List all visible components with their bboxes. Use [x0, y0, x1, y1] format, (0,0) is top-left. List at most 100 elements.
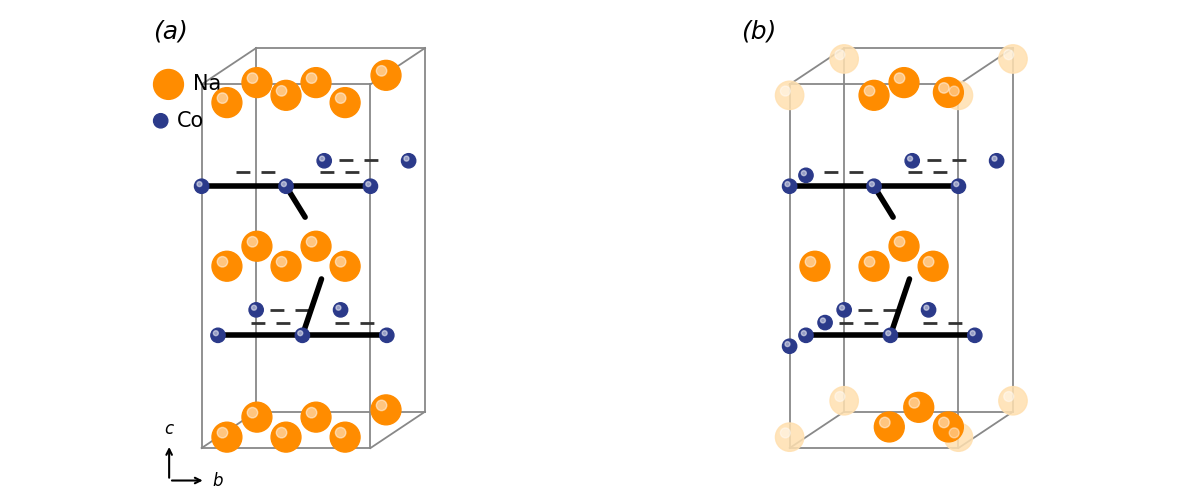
Circle shape [799, 168, 814, 182]
Circle shape [382, 330, 388, 336]
Circle shape [830, 45, 858, 73]
Circle shape [970, 330, 976, 336]
Circle shape [998, 386, 1027, 415]
Circle shape [830, 386, 858, 415]
Circle shape [366, 182, 371, 186]
Circle shape [276, 86, 287, 96]
Circle shape [838, 302, 851, 317]
Circle shape [907, 156, 912, 161]
Circle shape [785, 182, 790, 186]
Circle shape [247, 408, 258, 418]
Circle shape [276, 256, 287, 267]
Circle shape [1003, 392, 1014, 402]
Circle shape [802, 330, 806, 336]
Circle shape [775, 423, 804, 452]
Circle shape [301, 402, 331, 432]
Circle shape [934, 412, 964, 442]
Circle shape [821, 318, 826, 323]
Circle shape [924, 256, 934, 267]
Circle shape [154, 70, 184, 100]
Circle shape [866, 179, 881, 194]
Circle shape [840, 305, 845, 310]
Circle shape [402, 154, 415, 168]
Circle shape [967, 328, 982, 342]
Circle shape [875, 412, 905, 442]
Circle shape [377, 66, 386, 76]
Circle shape [775, 81, 804, 110]
Circle shape [954, 182, 959, 186]
Circle shape [271, 80, 301, 110]
Circle shape [864, 256, 875, 267]
Circle shape [782, 179, 797, 194]
Circle shape [859, 80, 889, 110]
Circle shape [918, 252, 948, 281]
Circle shape [904, 392, 934, 422]
Circle shape [802, 170, 806, 175]
Circle shape [934, 78, 964, 108]
Circle shape [276, 428, 287, 438]
Circle shape [242, 402, 272, 432]
Circle shape [371, 60, 401, 90]
Circle shape [298, 330, 302, 336]
Circle shape [194, 179, 209, 194]
Circle shape [835, 50, 845, 59]
Circle shape [317, 154, 331, 168]
Circle shape [217, 93, 228, 104]
Circle shape [217, 428, 228, 438]
Circle shape [938, 418, 949, 428]
Circle shape [197, 182, 202, 186]
Circle shape [780, 86, 791, 96]
Text: (b): (b) [742, 20, 776, 44]
Circle shape [944, 81, 973, 110]
Circle shape [949, 86, 959, 96]
Circle shape [364, 179, 378, 194]
Circle shape [800, 252, 830, 281]
Text: (a): (a) [154, 20, 188, 44]
Circle shape [214, 330, 218, 336]
Text: b: b [212, 472, 222, 490]
Circle shape [212, 88, 242, 118]
Circle shape [952, 179, 966, 194]
Circle shape [944, 423, 973, 452]
Circle shape [780, 428, 791, 438]
Circle shape [306, 236, 317, 247]
Circle shape [785, 342, 790, 346]
Circle shape [242, 68, 272, 98]
Circle shape [835, 392, 845, 402]
Circle shape [905, 154, 919, 168]
Text: Co: Co [176, 111, 204, 131]
Circle shape [883, 328, 898, 342]
Circle shape [154, 114, 168, 128]
Circle shape [805, 256, 816, 267]
Circle shape [247, 236, 258, 247]
Circle shape [859, 252, 889, 281]
Circle shape [211, 328, 226, 342]
Circle shape [799, 328, 814, 342]
Circle shape [990, 154, 1003, 168]
Circle shape [330, 252, 360, 281]
Circle shape [949, 428, 959, 438]
Circle shape [379, 328, 394, 342]
Circle shape [212, 422, 242, 452]
Circle shape [295, 328, 310, 342]
Circle shape [336, 256, 346, 267]
Circle shape [334, 302, 348, 317]
Circle shape [247, 73, 258, 84]
Circle shape [301, 68, 331, 98]
Circle shape [319, 156, 324, 161]
Circle shape [938, 82, 949, 93]
Circle shape [212, 252, 242, 281]
Text: c: c [164, 420, 174, 438]
Circle shape [336, 93, 346, 104]
Circle shape [880, 418, 890, 428]
Circle shape [242, 232, 272, 261]
Circle shape [404, 156, 409, 161]
Circle shape [336, 305, 341, 310]
Circle shape [306, 408, 317, 418]
Circle shape [330, 88, 360, 118]
Circle shape [371, 395, 401, 425]
Circle shape [278, 179, 293, 194]
Circle shape [330, 422, 360, 452]
Circle shape [889, 68, 919, 98]
Circle shape [336, 428, 346, 438]
